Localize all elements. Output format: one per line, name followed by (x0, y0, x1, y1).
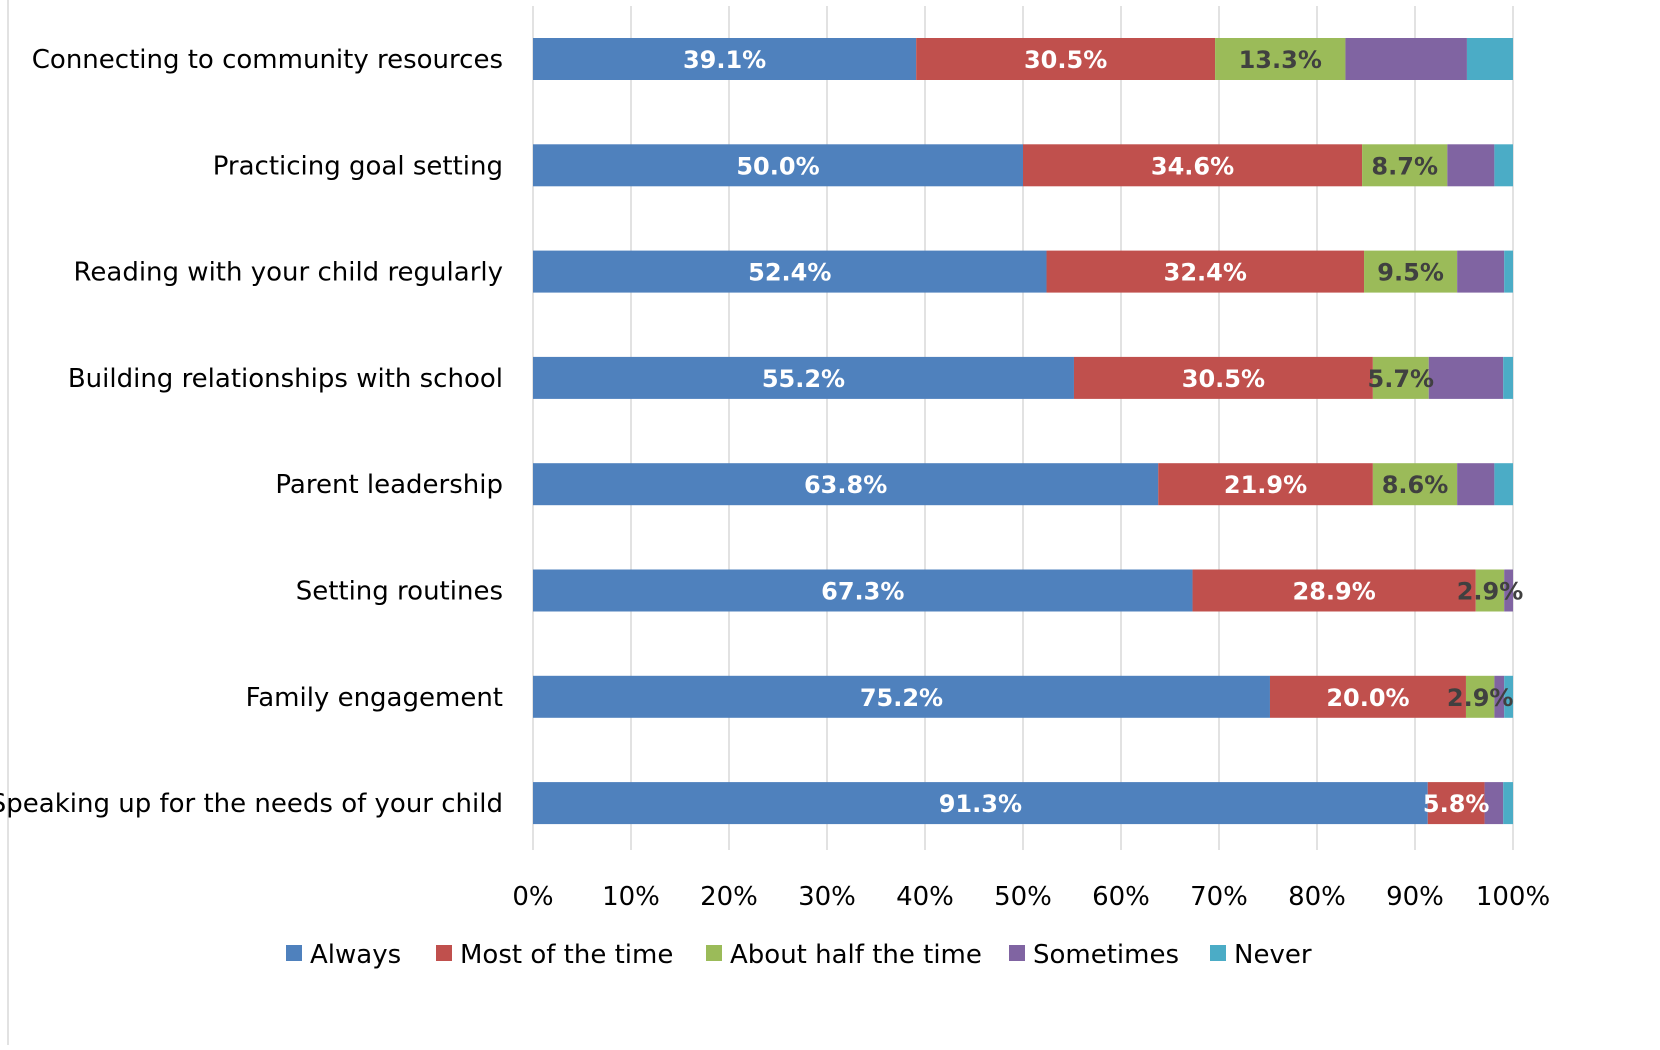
data-label-always-parent-leadership: 63.8% (804, 471, 887, 499)
bar-sometimes-parent-leadership (1457, 463, 1495, 506)
bar-most-of-the-time-building-relationships-with-school (1073, 356, 1373, 399)
bar-most-of-the-time-practicing-goal-setting (1023, 144, 1363, 187)
data-labels: 39.1% 30.5% 13.3% 50.0% 34.6% 8.7% 52.4% 32.4% 9… (683, 46, 1523, 818)
bar-never-connecting-to-community-resources (1466, 38, 1513, 80)
bar-sometimes-speaking-up-for-the-needs-of-your-child (1484, 782, 1504, 825)
bar-never-reading-with-your-child-regularly (1504, 250, 1513, 293)
legend-swatch-sometimes (1009, 945, 1025, 961)
data-label-about-half-the-time-reading-with-your-child-regularly: 9.5% (1377, 259, 1444, 287)
bar-about-half-the-time-connecting-to-community-resources (1215, 38, 1346, 80)
legend-swatch-most-of-the-time (436, 945, 452, 961)
bar-never-parent-leadership (1494, 463, 1513, 506)
data-label-always-speaking-up-for-the-needs-of-your-child: 91.3% (939, 790, 1022, 818)
x-tick-label: 80% (1288, 882, 1346, 912)
data-label-always-setting-routines: 67.3% (821, 578, 904, 606)
data-label-most-of-the-time-speaking-up-for-the-needs-of-your-child: 5.8% (1423, 790, 1490, 818)
data-label-most-of-the-time-reading-with-your-child-regularly: 32.4% (1164, 259, 1247, 287)
legend-swatch-about-half-the-time (706, 945, 722, 961)
bar-sometimes-practicing-goal-setting (1447, 144, 1495, 187)
category-label-parent-leadership: Parent leadership (275, 470, 503, 500)
x-axis-ticks: 0% 10% 20% 30% 40% 50% 60% 70% 80% 90% 100% (512, 882, 1550, 912)
legend-label-about-half-the-time: About half the time (730, 940, 982, 970)
bar-most-of-the-time-setting-routines (1192, 569, 1476, 612)
bar-always-practicing-goal-setting (533, 144, 1023, 187)
legend-swatch-always (286, 945, 302, 961)
x-tick-label: 60% (1092, 882, 1150, 912)
category-label-family-engagement: Family engagement (246, 683, 503, 713)
bar-always-setting-routines (533, 569, 1193, 612)
data-label-always-practicing-goal-setting: 50.0% (736, 152, 819, 180)
legend-label-most-of-the-time: Most of the time (460, 940, 673, 970)
category-label-speaking-up-for-the-needs-of-your-child: Speaking up for the needs of your child (0, 789, 503, 819)
bar-about-half-the-time-setting-routines (1475, 569, 1505, 612)
data-label-most-of-the-time-building-relationships-with-school: 30.5% (1182, 365, 1265, 393)
bar-sometimes-connecting-to-community-resources (1345, 38, 1467, 80)
data-label-most-of-the-time-parent-leadership: 21.9% (1224, 471, 1307, 499)
bar-sometimes-family-engagement (1494, 675, 1505, 718)
bar-sometimes-reading-with-your-child-regularly (1457, 250, 1505, 293)
data-label-most-of-the-time-connecting-to-community-resources: 30.5% (1024, 46, 1107, 74)
bar-about-half-the-time-family-engagement (1465, 675, 1495, 718)
category-label-building-relationships-with-school: Building relationships with school (68, 364, 503, 394)
data-label-about-half-the-time-setting-routines: 2.9% (1457, 578, 1524, 606)
bar-sometimes-setting-routines (1504, 569, 1513, 612)
legend-swatch-never (1210, 945, 1226, 961)
bar-most-of-the-time-family-engagement (1269, 675, 1466, 718)
x-tick-label: 40% (896, 882, 954, 912)
data-label-about-half-the-time-connecting-to-community-resources: 13.3% (1239, 46, 1322, 74)
legend: Always Most of the time About half the tim… (286, 940, 1312, 970)
data-label-always-reading-with-your-child-regularly: 52.4% (748, 259, 831, 287)
bar-most-of-the-time-speaking-up-for-the-needs-of-your-child (1427, 782, 1485, 825)
category-label-setting-routines: Setting routines (296, 577, 503, 607)
bar-always-speaking-up-for-the-needs-of-your-child (533, 782, 1428, 825)
data-label-most-of-the-time-setting-routines: 28.9% (1293, 578, 1376, 606)
category-labels: Connecting to community resources Practic… (0, 45, 503, 819)
bar-most-of-the-time-reading-with-your-child-regularly (1046, 250, 1365, 293)
bars (533, 38, 1513, 825)
data-label-always-connecting-to-community-resources: 39.1% (683, 46, 766, 74)
bar-never-practicing-goal-setting (1494, 144, 1513, 187)
bar-never-speaking-up-for-the-needs-of-your-child (1503, 782, 1513, 825)
bar-always-reading-with-your-child-regularly (533, 250, 1047, 293)
bar-most-of-the-time-connecting-to-community-resources (916, 38, 1216, 80)
bar-sometimes-building-relationships-with-school (1428, 356, 1504, 399)
x-tick-label: 20% (700, 882, 758, 912)
bar-about-half-the-time-practicing-goal-setting (1362, 144, 1448, 187)
x-tick-label: 50% (994, 882, 1052, 912)
legend-label-never: Never (1234, 940, 1312, 970)
x-tick-label: 70% (1190, 882, 1248, 912)
bar-always-connecting-to-community-resources (533, 38, 917, 80)
data-label-about-half-the-time-family-engagement: 2.9% (1447, 684, 1514, 712)
data-label-always-family-engagement: 75.2% (860, 684, 943, 712)
data-label-most-of-the-time-practicing-goal-setting: 34.6% (1151, 152, 1234, 180)
category-label-connecting-to-community-resources: Connecting to community resources (32, 45, 503, 75)
bar-about-half-the-time-parent-leadership (1372, 463, 1458, 506)
bar-about-half-the-time-reading-with-your-child-regularly (1364, 250, 1458, 293)
data-label-about-half-the-time-parent-leadership: 8.6% (1382, 471, 1449, 499)
bar-always-building-relationships-with-school (533, 356, 1074, 399)
category-label-practicing-goal-setting: Practicing goal setting (213, 151, 503, 181)
legend-label-always: Always (310, 940, 401, 970)
bar-always-family-engagement (533, 675, 1270, 718)
data-label-always-building-relationships-with-school: 55.2% (762, 365, 845, 393)
x-tick-label: 10% (602, 882, 660, 912)
legend-label-sometimes: Sometimes (1033, 940, 1179, 970)
category-label-reading-with-your-child-regularly: Reading with your child regularly (74, 258, 504, 288)
data-label-most-of-the-time-family-engagement: 20.0% (1326, 684, 1409, 712)
bar-always-parent-leadership (533, 463, 1159, 506)
x-tick-label: 0% (512, 882, 553, 912)
data-label-about-half-the-time-practicing-goal-setting: 8.7% (1371, 152, 1438, 180)
x-tick-label: 30% (798, 882, 856, 912)
gridlines (532, 6, 1514, 850)
data-label-about-half-the-time-building-relationships-with-school: 5.7% (1368, 365, 1435, 393)
bar-never-family-engagement (1504, 675, 1513, 718)
bar-never-building-relationships-with-school (1503, 356, 1513, 399)
bar-about-half-the-time-building-relationships-with-school (1372, 356, 1429, 399)
x-tick-label: 100% (1476, 882, 1550, 912)
x-tick-label: 90% (1386, 882, 1444, 912)
bar-most-of-the-time-parent-leadership (1158, 463, 1373, 506)
